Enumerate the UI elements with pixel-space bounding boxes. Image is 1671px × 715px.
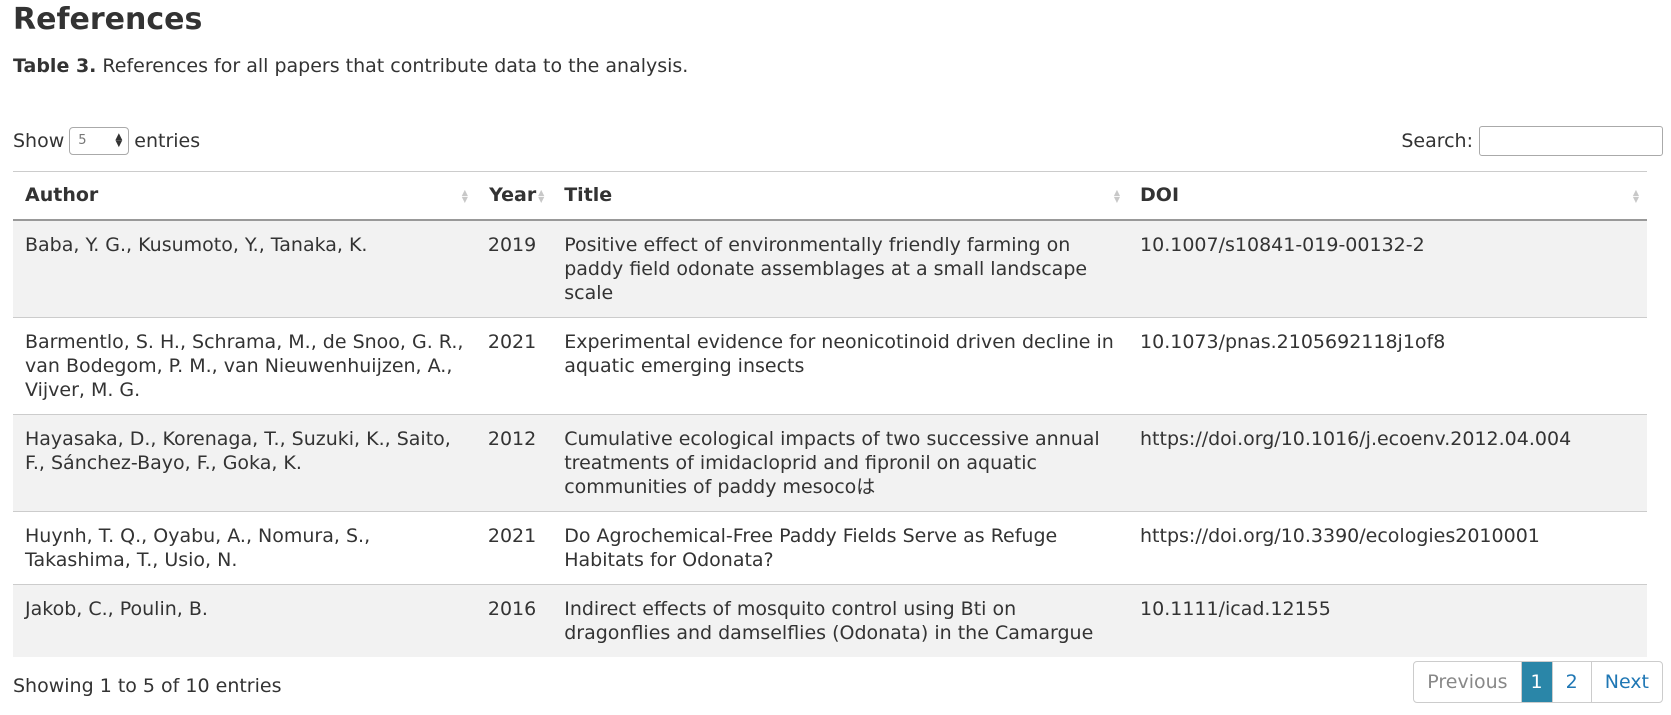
length-prefix: Show bbox=[13, 130, 65, 152]
cell-author: Hayasaka, D., Korenaga, T., Suzuki, K., … bbox=[13, 414, 476, 512]
cell-doi: 10.1073/pnas.2105692118j1of8 bbox=[1128, 317, 1647, 415]
table-header-row: Author ▲ ▼ Year ▲ ▼ Title ▲ ▼ DOI ▲ ▼ bbox=[13, 171, 1647, 221]
caption-label: Table 3. bbox=[13, 55, 97, 77]
cell-title: Cumulative ecological impacts of two suc… bbox=[552, 414, 1129, 512]
entries-select-value: 5 bbox=[78, 133, 87, 148]
table-row: Jakob, C., Poulin, B. 2016 Indirect effe… bbox=[13, 584, 1647, 657]
caption-text: References for all papers that contribut… bbox=[96, 55, 689, 77]
table-row: Baba, Y. G., Kusumoto, Y., Tanaka, K. 20… bbox=[13, 219, 1647, 318]
search-control: Search: bbox=[1401, 126, 1663, 156]
length-suffix: entries bbox=[134, 130, 201, 152]
cell-year: 2019 bbox=[475, 219, 553, 318]
page-button-1[interactable]: 1 bbox=[1520, 662, 1552, 702]
cell-doi: 10.1007/s10841-019-00132-2 bbox=[1128, 219, 1647, 318]
previous-page-button[interactable]: Previous bbox=[1427, 671, 1508, 693]
table-info: Showing 1 to 5 of 10 entries bbox=[13, 675, 282, 697]
cell-doi: https://doi.org/10.1016/j.ecoenv.2012.04… bbox=[1128, 414, 1647, 512]
table-row: Huynh, T. Q., Oyabu, A., Nomura, S., Tak… bbox=[13, 511, 1647, 585]
next-page-button[interactable]: Next bbox=[1590, 662, 1662, 702]
table-caption: Table 3. References for all papers that … bbox=[13, 54, 688, 78]
entries-select[interactable]: 5 ▲ ▼ bbox=[69, 127, 130, 155]
pagination: Previous 1 2 Next bbox=[1413, 661, 1663, 703]
cell-author: Huynh, T. Q., Oyabu, A., Nomura, S., Tak… bbox=[13, 511, 476, 585]
sort-icon: ▲ ▼ bbox=[1632, 188, 1639, 204]
cell-doi: https://doi.org/10.3390/ecologies2010001 bbox=[1128, 511, 1647, 585]
cell-year: 2021 bbox=[475, 317, 553, 415]
cell-year: 2012 bbox=[475, 414, 553, 512]
cell-doi: 10.1111/icad.12155 bbox=[1140, 597, 1331, 620]
cell-author: Barmentlo, S. H., Schrama, M., de Snoo, … bbox=[13, 317, 476, 415]
table-row: Barmentlo, S. H., Schrama, M., de Snoo, … bbox=[13, 317, 1647, 415]
cell-author: Baba, Y. G., Kusumoto, Y., Tanaka, K. bbox=[13, 219, 476, 318]
cell-title: Do Agrochemical-Free Paddy Fields Serve … bbox=[552, 511, 1129, 585]
page-button-2[interactable]: 2 bbox=[1551, 662, 1591, 702]
cell-title: Indirect effects of mosquito control usi… bbox=[564, 597, 1094, 644]
references-table: Author ▲ ▼ Year ▲ ▼ Title ▲ ▼ DOI ▲ ▼ Baba, Y. G… bbox=[13, 171, 1647, 657]
column-header-doi[interactable]: DOI ▲ ▼ bbox=[1128, 171, 1647, 221]
column-header-year[interactable]: Year ▲ ▼ bbox=[475, 171, 553, 221]
length-control: Show 5 ▲ ▼ entries bbox=[13, 126, 200, 156]
search-label: Search: bbox=[1401, 130, 1473, 152]
cell-author: Jakob, C., Poulin, B. bbox=[25, 597, 208, 620]
page-title: References bbox=[13, 2, 203, 37]
sort-icon: ▲ ▼ bbox=[538, 188, 545, 204]
sort-icon: ▲ ▼ bbox=[461, 188, 468, 204]
search-input[interactable] bbox=[1479, 126, 1663, 156]
select-arrows-icon: ▲ ▼ bbox=[115, 132, 123, 149]
sort-icon: ▲ ▼ bbox=[1113, 188, 1121, 204]
column-header-title[interactable]: Title ▲ ▼ bbox=[552, 171, 1129, 221]
cell-year: 2021 bbox=[475, 511, 553, 585]
table-row: Hayasaka, D., Korenaga, T., Suzuki, K., … bbox=[13, 414, 1647, 512]
cell-title: Experimental evidence for neonicotinoid … bbox=[552, 317, 1129, 415]
cell-title: Positive effect of environmentally frien… bbox=[552, 219, 1129, 318]
column-header-author[interactable]: Author ▲ ▼ bbox=[13, 171, 476, 221]
cell-year: 2016 bbox=[487, 597, 537, 620]
